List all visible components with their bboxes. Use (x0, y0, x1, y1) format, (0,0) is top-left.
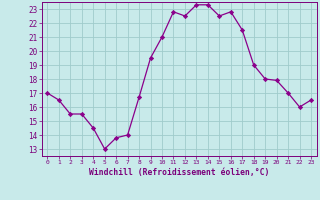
X-axis label: Windchill (Refroidissement éolien,°C): Windchill (Refroidissement éolien,°C) (89, 168, 269, 177)
